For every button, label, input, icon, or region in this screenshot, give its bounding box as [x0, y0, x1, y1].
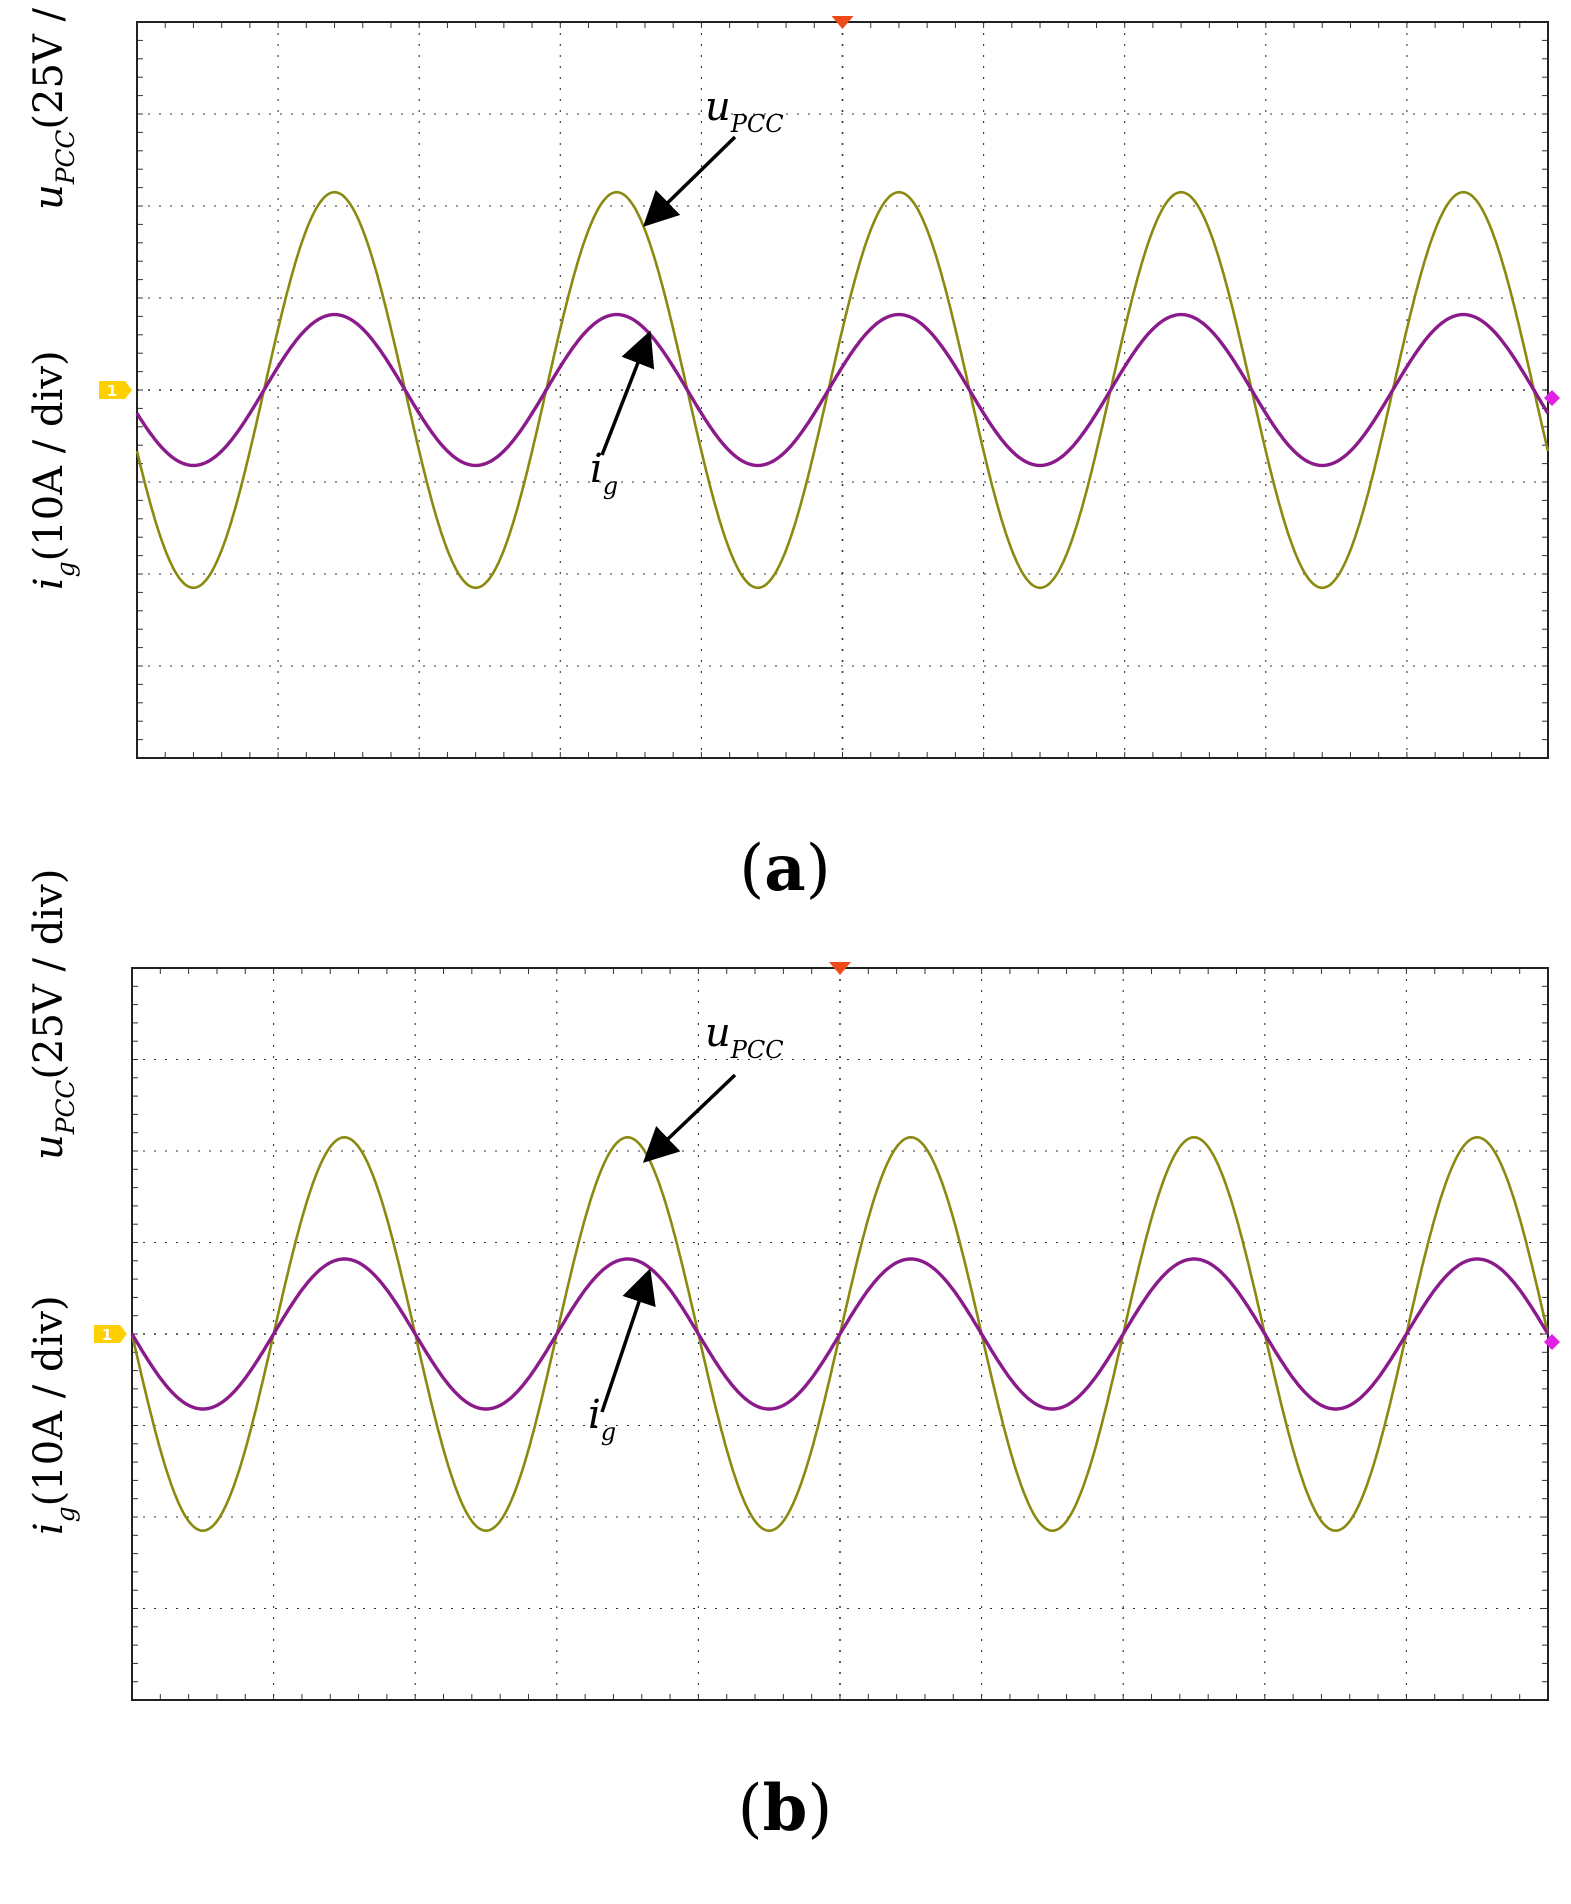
- caption-letter: a: [764, 831, 805, 906]
- ylabel-voltage-sub: PCC: [51, 130, 80, 186]
- ylabel-current-sub: g: [51, 1506, 80, 1522]
- ylabel-current-main: i: [26, 577, 72, 590]
- trigger-marker-icon: [829, 962, 851, 975]
- annotation-ig: ig: [588, 1392, 616, 1446]
- end-marker-icon: [1544, 1334, 1560, 1350]
- panel-caption: (a): [739, 831, 830, 906]
- ylabel-current-rest: (10A / div): [26, 1295, 72, 1506]
- ylabel-voltage-main: u: [26, 184, 72, 210]
- annotation-upcc-sub: PCC: [730, 1036, 784, 1064]
- ylabel-current-sub: g: [51, 561, 80, 577]
- channel-marker-label: 1: [102, 1326, 112, 1344]
- annotation-ig: ig: [590, 446, 618, 500]
- ylabel-current: ig(10A / div): [26, 1295, 80, 1535]
- end-marker-icon: [1544, 390, 1560, 406]
- ylabel-voltage: uPCC(25V / div): [26, 0, 80, 210]
- ylabel-voltage: uPCC(25V / div): [26, 869, 80, 1160]
- caption-letter: b: [763, 1771, 808, 1846]
- panel-caption: (b): [738, 1771, 833, 1846]
- annotation-arrow-ig: [600, 330, 655, 456]
- trigger-marker-icon: [831, 16, 854, 29]
- annotation-upcc-main: u: [705, 1010, 731, 1056]
- annotation-ig-main: i: [590, 446, 603, 492]
- ylabel-current-main: i: [26, 1522, 72, 1535]
- annotation-upcc: uPCC: [705, 1010, 784, 1064]
- channel-marker-label: 1: [107, 382, 117, 400]
- ylabel-voltage-sub: PCC: [51, 1080, 80, 1136]
- ylabel-voltage-rest: (25V / div): [26, 869, 72, 1080]
- annotation-arrow-ig: [600, 1268, 656, 1413]
- ylabel-voltage-rest: (25V / div): [26, 0, 72, 130]
- series-line-ig: [135, 312, 1550, 468]
- ylabel-current: ig(10A / div): [26, 350, 80, 590]
- caption-paren-close: ): [806, 832, 831, 906]
- annotation-arrow-upcc: [642, 135, 737, 227]
- channel-marker-icon: [99, 381, 132, 399]
- annotation-upcc: uPCC: [705, 84, 784, 138]
- caption-paren-open: (: [738, 1772, 763, 1846]
- series-line-ig: [130, 1257, 1550, 1411]
- annotation-ig-sub: g: [603, 472, 618, 500]
- annotation-upcc-main: u: [705, 84, 731, 130]
- channel-marker-icon: [94, 1325, 127, 1343]
- annotation-ig-sub: g: [601, 1418, 616, 1446]
- series-line-uPCC: [135, 190, 1550, 590]
- caption-paren-close: ): [807, 1772, 832, 1846]
- annotation-upcc-sub: PCC: [730, 110, 784, 138]
- ylabel-voltage-main: u: [26, 1134, 72, 1160]
- caption-paren-open: (: [739, 832, 764, 906]
- annotation-arrow-upcc: [642, 1073, 737, 1163]
- ylabel-current-rest: (10A / div): [26, 350, 72, 561]
- annotation-ig-main: i: [588, 1392, 601, 1438]
